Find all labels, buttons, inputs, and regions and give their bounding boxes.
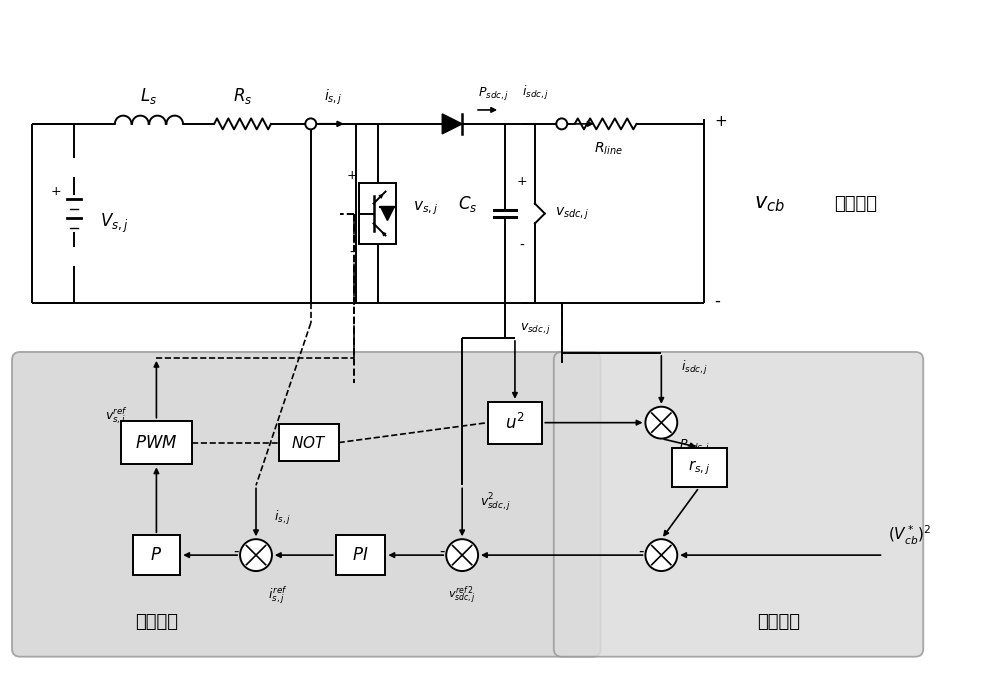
Text: $i_{sdc,j}$: $i_{sdc,j}$	[681, 359, 709, 377]
Polygon shape	[442, 114, 462, 134]
Text: $i_{s,j}$: $i_{s,j}$	[324, 87, 342, 107]
Text: -: -	[349, 246, 354, 260]
Text: -: -	[714, 292, 720, 310]
Bar	[121, 420, 192, 464]
Text: $PWM$: $PWM$	[135, 433, 178, 452]
Text: $i_{sdc,j}$: $i_{sdc,j}$	[522, 84, 549, 102]
Text: $i_{s,j}^{ref}$: $i_{s,j}^{ref}$	[268, 585, 288, 606]
Text: $P$: $P$	[150, 546, 162, 564]
FancyBboxPatch shape	[554, 352, 923, 657]
Text: $(V_{cb}^*)^2$: $(V_{cb}^*)^2$	[888, 524, 932, 547]
Text: $v_{sdc,j}^{ref\;2}$: $v_{sdc,j}^{ref\;2}$	[448, 585, 476, 607]
Text: +: +	[517, 175, 527, 188]
Text: $u^2$: $u^2$	[505, 413, 525, 433]
Text: $v_{sdc,j}^{2}$: $v_{sdc,j}^{2}$	[480, 492, 511, 515]
Text: +: +	[346, 170, 357, 182]
Text: -: -	[519, 239, 524, 252]
Text: -: -	[439, 544, 445, 559]
Text: +: +	[714, 115, 727, 129]
Text: $P_{sdc,j}$: $P_{sdc,j}$	[679, 437, 711, 454]
Text: $r_{s,j}$: $r_{s,j}$	[688, 458, 710, 477]
Text: $v_{cb}$: $v_{cb}$	[754, 193, 785, 214]
Bar	[279, 424, 339, 462]
Text: 内环控制: 内环控制	[135, 613, 178, 631]
Polygon shape	[380, 207, 394, 220]
Text: $PI$: $PI$	[352, 546, 369, 564]
Text: $R_s$: $R_s$	[233, 86, 252, 106]
Text: $v_{s,j}$: $v_{s,j}$	[413, 200, 438, 218]
Bar	[359, 182, 396, 244]
FancyBboxPatch shape	[12, 352, 601, 657]
Text: $v_{sdc,j}$: $v_{sdc,j}$	[555, 205, 589, 222]
Bar	[672, 447, 727, 487]
Circle shape	[240, 539, 272, 571]
Circle shape	[645, 539, 677, 571]
Bar	[133, 535, 180, 575]
Text: 公共母线: 公共母线	[834, 195, 877, 213]
Text: $v_{sdc,j}$: $v_{sdc,j}$	[520, 321, 551, 336]
Text: -: -	[233, 544, 239, 559]
Text: +: +	[51, 185, 61, 198]
Text: $L_s$: $L_s$	[140, 86, 157, 106]
Bar	[336, 535, 385, 575]
Circle shape	[446, 539, 478, 571]
Circle shape	[645, 407, 677, 439]
Bar	[488, 402, 542, 443]
Text: 外环控制: 外环控制	[757, 613, 800, 631]
Circle shape	[305, 119, 316, 129]
Text: $i_{s,j}$: $i_{s,j}$	[274, 509, 291, 527]
Text: $v_{s,j}^{ref}$: $v_{s,j}^{ref}$	[105, 405, 128, 426]
Text: $C_s$: $C_s$	[458, 193, 477, 214]
Text: $P_{sdc,j}$: $P_{sdc,j}$	[478, 85, 509, 102]
Text: $V_{s,j}$: $V_{s,j}$	[100, 212, 128, 235]
Text: $NOT$: $NOT$	[291, 435, 327, 451]
Text: -: -	[639, 544, 644, 559]
Text: $R_{line}$: $R_{line}$	[594, 141, 622, 157]
Circle shape	[556, 119, 567, 129]
